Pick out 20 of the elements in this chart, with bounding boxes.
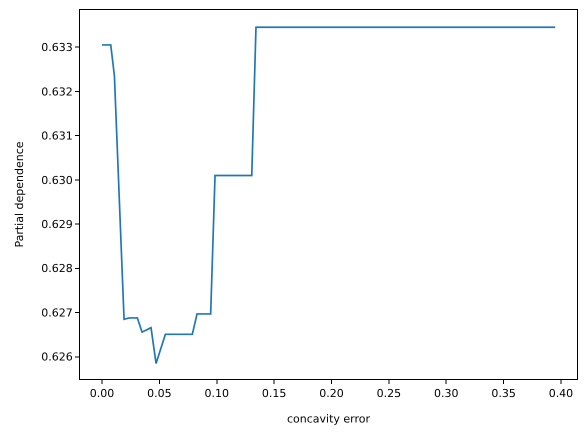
x-tick-label: 0.40 xyxy=(548,387,574,400)
y-tick-label: 0.629 xyxy=(41,218,73,231)
y-tick-label: 0.630 xyxy=(41,174,73,187)
x-tick-label: 0.00 xyxy=(90,387,114,400)
x-tick-label: 0.15 xyxy=(262,387,286,400)
x-tick-label: 0.05 xyxy=(147,387,172,400)
y-tick-label: 0.627 xyxy=(41,306,73,320)
y-tick-label: 0.626 xyxy=(41,350,73,364)
y-tick-label: 0.633 xyxy=(41,41,73,54)
x-tick-label: 0.30 xyxy=(434,387,458,400)
y-axis-title: Partial dependence xyxy=(12,141,26,248)
x-tick-label: 0.35 xyxy=(491,387,516,400)
x-axis-title: concavity error xyxy=(286,412,370,426)
x-tick-label: 0.20 xyxy=(319,387,344,400)
y-tick-label: 0.631 xyxy=(41,130,73,142)
x-tick-label: 0.10 xyxy=(204,387,230,400)
y-tick-label: 0.628 xyxy=(41,262,73,276)
y-tick-label: 0.632 xyxy=(41,85,73,98)
line-series xyxy=(101,26,556,364)
x-tick-label: 0.25 xyxy=(376,387,402,400)
